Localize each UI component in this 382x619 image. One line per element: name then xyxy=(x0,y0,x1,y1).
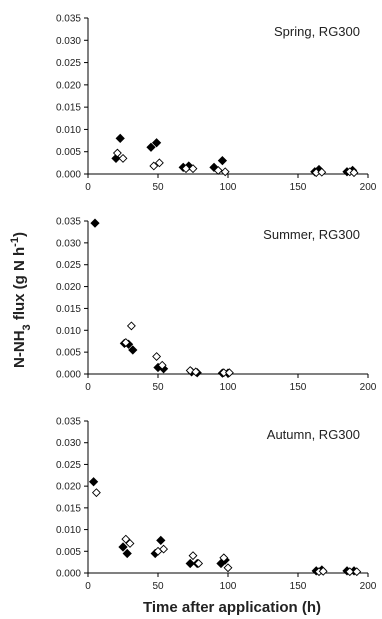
y-tick-label: 0.030 xyxy=(56,36,81,47)
y-tick-label: 0.010 xyxy=(56,525,81,536)
data-point-filled xyxy=(146,142,156,152)
data-point-open xyxy=(220,167,230,177)
x-tick-label: 150 xyxy=(290,581,307,592)
y-tick-label: 0.015 xyxy=(56,304,81,315)
y-tick-label: 0.020 xyxy=(56,482,81,493)
y-tick-label: 0.000 xyxy=(56,569,81,580)
y-axis-title-superscript: -1 xyxy=(9,237,21,247)
data-point-open xyxy=(213,165,223,175)
y-tick-label: 0.025 xyxy=(56,460,81,471)
y-tick-label: 0.010 xyxy=(56,125,81,136)
data-point-open xyxy=(188,551,198,561)
data-point-open xyxy=(126,321,136,331)
x-tick-label: 200 xyxy=(360,581,377,592)
y-tick-label: 0.035 xyxy=(56,217,81,228)
data-point-open xyxy=(317,167,327,177)
data-point-filled xyxy=(118,542,128,552)
y-tick-label: 0.015 xyxy=(56,503,81,514)
x-tick-label: 50 xyxy=(152,182,164,193)
data-point-open xyxy=(191,367,201,377)
data-point-open xyxy=(194,559,204,568)
panel-3: 0.000 0.005 0.010 0.015 0.020 0.025 0.030 0.035… xyxy=(56,417,377,593)
data-point-open xyxy=(349,168,359,178)
y-axis-title-subscript: 3 xyxy=(21,324,33,330)
data-point-open xyxy=(91,488,101,498)
panel-label: Spring, RG300 xyxy=(274,24,360,39)
y-tick-label: 0.005 xyxy=(56,348,81,359)
data-point-open xyxy=(345,567,355,577)
x-tick-label: 150 xyxy=(290,182,307,193)
data-point-open xyxy=(121,534,131,544)
data-point-open xyxy=(121,338,131,347)
data-point-open xyxy=(125,539,135,548)
data-point-filled xyxy=(115,133,125,143)
y-tick-label: 0.035 xyxy=(56,417,81,428)
data-point-filled xyxy=(88,477,99,487)
data-point-open xyxy=(157,360,167,370)
y-tick-label: 0.020 xyxy=(56,282,81,293)
data-point-open xyxy=(112,148,122,158)
data-point-open xyxy=(185,366,195,375)
data-point-open xyxy=(152,352,162,361)
data-point-filled xyxy=(122,548,132,559)
y-axis-title-part: ) xyxy=(11,232,28,237)
data-point-open xyxy=(219,553,229,563)
x-tick-label: 50 xyxy=(152,382,164,393)
y-tick-label: 0.035 xyxy=(56,14,81,25)
y-tick-label: 0.025 xyxy=(56,58,81,69)
y-axis-title-part: flux (g N h xyxy=(11,247,28,325)
x-tick-label: 0 xyxy=(85,382,91,393)
data-point-open xyxy=(149,161,159,171)
y-tick-label: 0.005 xyxy=(56,147,81,158)
x-tick-label: 200 xyxy=(360,382,377,393)
panel-1: 0.000 0.005 0.010 0.015 0.020 0.025 0.030 0.035… xyxy=(56,14,377,194)
y-tick-label: 0.015 xyxy=(56,103,81,114)
data-point-open xyxy=(352,567,362,577)
panel-label: Autumn, RG300 xyxy=(267,427,360,442)
x-tick-label: 100 xyxy=(220,382,237,393)
y-tick-label: 0.020 xyxy=(56,80,81,91)
y-tick-label: 0.005 xyxy=(56,547,81,558)
data-point-filled xyxy=(90,218,100,228)
data-point-filled xyxy=(128,345,138,355)
x-tick-label: 200 xyxy=(360,182,377,193)
data-point-open xyxy=(224,368,234,378)
data-point-open xyxy=(188,164,198,174)
data-point-open xyxy=(181,164,191,174)
data-point-open xyxy=(318,566,328,576)
data-point-filled xyxy=(217,156,228,166)
panel-label: Summer, RG300 xyxy=(263,227,360,242)
y-tick-label: 0.025 xyxy=(56,260,81,271)
y-tick-label: 0.030 xyxy=(56,238,81,249)
panel-2: 0.000 0.005 0.010 0.015 0.020 0.025 0.030 0.035… xyxy=(56,217,377,394)
x-tick-label: 100 xyxy=(220,182,237,193)
y-axis-title: N-NH3 flux (g N h-1) xyxy=(9,232,33,368)
x-tick-label: 50 xyxy=(152,581,164,592)
panels-group: 0.000 0.005 0.010 0.015 0.020 0.025 0.030 0.035… xyxy=(56,14,377,593)
data-point-filled xyxy=(156,535,166,546)
x-tick-label: 100 xyxy=(220,581,237,592)
data-point-open xyxy=(223,563,233,573)
data-point-open xyxy=(154,158,164,168)
y-tick-label: 0.010 xyxy=(56,326,81,337)
data-point-filled xyxy=(185,558,195,569)
x-tick-label: 0 xyxy=(85,182,91,193)
x-tick-label: 150 xyxy=(290,382,307,393)
y-tick-label: 0.000 xyxy=(56,170,81,181)
data-point-open xyxy=(159,544,169,554)
x-tick-label: 0 xyxy=(85,581,91,592)
data-point-open xyxy=(118,153,128,163)
data-point-filled xyxy=(151,138,162,148)
y-tick-label: 0.000 xyxy=(56,370,81,381)
y-axis-title-part: N-NH xyxy=(11,330,28,368)
x-axis-title: Time after application (h) xyxy=(143,599,321,616)
y-tick-label: 0.030 xyxy=(56,438,81,449)
